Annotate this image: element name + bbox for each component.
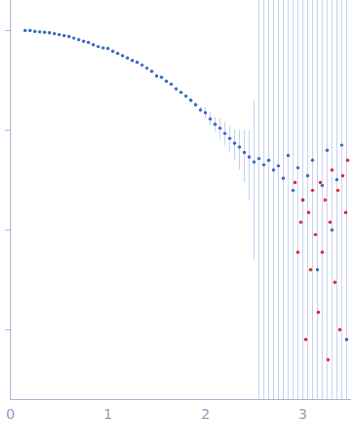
svg-text:3: 3 (298, 406, 307, 422)
svg-text:0: 0 (6, 406, 15, 422)
svg-text:1: 1 (103, 406, 112, 422)
svg-text:2: 2 (201, 406, 210, 422)
